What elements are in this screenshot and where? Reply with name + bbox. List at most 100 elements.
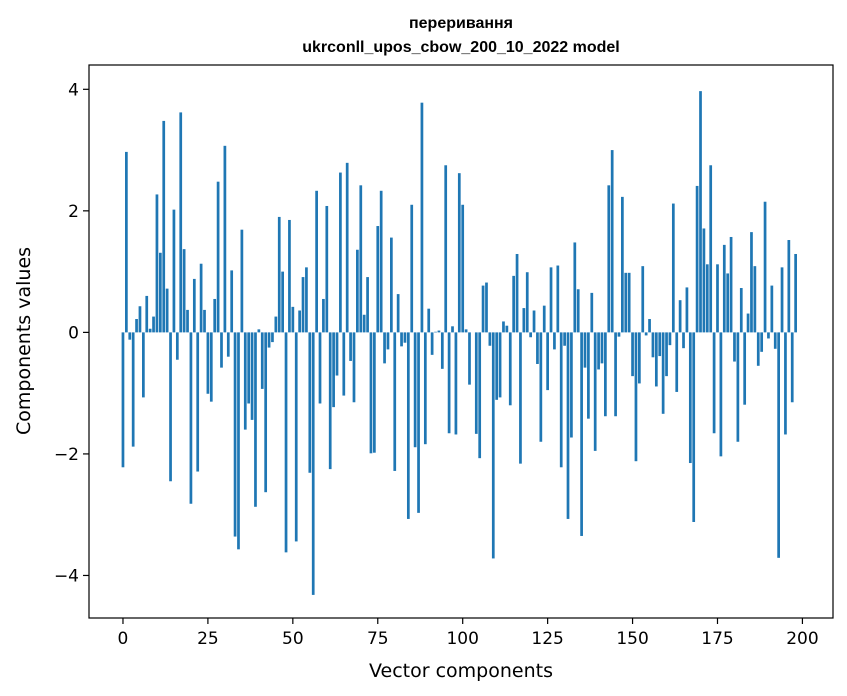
bar-component-166	[685, 287, 689, 333]
bar-component-155	[648, 319, 651, 333]
bar-component-87	[417, 332, 420, 513]
bar-component-191	[770, 285, 774, 333]
bar-component-97	[451, 326, 454, 333]
bar-component-16	[175, 332, 179, 360]
bar-component-154	[644, 332, 648, 336]
bar-component-156	[651, 332, 655, 358]
bar-component-188	[760, 332, 764, 352]
bar-component-65	[342, 332, 346, 396]
bar-component-47	[281, 271, 284, 333]
bar-component-136	[583, 332, 587, 368]
bar-component-189	[763, 201, 767, 333]
bar-component-2	[128, 332, 132, 340]
bar-component-180	[733, 332, 736, 362]
bar-component-168	[692, 332, 696, 522]
y-axis-ticks: −4 −2 0 2 4	[54, 80, 89, 586]
chart-title-line2: ukrconll_upos_cbow_200_10_2022 model	[302, 39, 619, 56]
bar-component-145	[614, 332, 617, 417]
bar-component-111	[498, 332, 502, 398]
bar-component-169	[695, 185, 699, 333]
x-tick-label: 100	[446, 629, 478, 649]
bar-component-30	[223, 145, 227, 333]
bar-component-66	[345, 162, 349, 333]
bar-component-91	[430, 332, 434, 355]
bar-component-175	[716, 264, 719, 333]
y-tick-label: 2	[68, 202, 79, 222]
bar-component-124	[542, 305, 546, 333]
bar-component-73	[369, 332, 373, 454]
bar-series	[121, 91, 797, 595]
bar-component-69	[356, 249, 359, 333]
bar-component-71	[362, 314, 366, 333]
bar-component-39	[254, 332, 257, 507]
bar-component-106	[481, 285, 485, 333]
bar-component-193	[777, 332, 780, 558]
bar-component-98	[454, 332, 458, 435]
bar-component-197	[790, 332, 794, 403]
bar-component-164	[678, 300, 682, 333]
bar-component-11	[158, 252, 162, 333]
bar-component-70	[359, 185, 363, 333]
bar-component-131	[566, 332, 570, 519]
bar-component-137	[587, 332, 590, 419]
bar-component-129	[559, 332, 563, 468]
bar-component-176	[719, 332, 723, 457]
bar-component-138	[590, 292, 594, 333]
bar-component-184	[746, 313, 750, 333]
bar-component-105	[478, 332, 482, 459]
bar-component-36	[243, 332, 247, 430]
bar-component-81	[396, 294, 400, 333]
bar-component-133	[573, 242, 577, 333]
bar-component-58	[318, 332, 322, 404]
bar-component-113	[505, 325, 509, 333]
bar-component-107	[485, 282, 488, 333]
bar-component-3	[131, 332, 135, 447]
bar-component-147	[621, 196, 624, 333]
bar-component-181	[736, 332, 740, 442]
bar-component-198	[794, 253, 797, 333]
bar-component-41	[260, 332, 264, 389]
bar-component-13	[165, 288, 169, 333]
bar-component-148	[624, 272, 628, 333]
bar-component-53	[301, 277, 305, 333]
bar-component-130	[563, 332, 566, 346]
bar-component-178	[726, 273, 730, 333]
bar-component-134	[576, 289, 580, 333]
bar-component-165	[682, 332, 685, 349]
bar-component-76	[379, 190, 383, 333]
bar-component-186	[753, 266, 757, 333]
bar-component-61	[328, 332, 332, 470]
bar-component-120	[529, 332, 532, 338]
bar-component-29	[220, 332, 223, 368]
bar-component-56	[311, 332, 315, 595]
bar-component-141	[600, 332, 604, 364]
bar-component-19	[186, 309, 189, 333]
bar-component-6	[142, 332, 145, 398]
bar-component-170	[699, 91, 702, 333]
y-axis-label: Components values	[13, 247, 35, 435]
bar-component-46	[277, 216, 281, 333]
bar-component-63	[335, 332, 339, 376]
bar-component-90	[427, 308, 431, 333]
bar-component-79	[390, 237, 393, 333]
bar-component-17	[179, 112, 183, 333]
x-tick-label: 150	[616, 629, 648, 649]
bar-component-42	[264, 332, 268, 493]
bar-component-100	[461, 204, 465, 333]
bar-component-21	[192, 278, 196, 333]
x-tick-label: 175	[701, 629, 733, 649]
bar-component-54	[305, 267, 308, 333]
bar-component-109	[491, 332, 495, 559]
bar-component-92	[434, 331, 437, 333]
bar-component-194	[780, 267, 784, 333]
bar-component-35	[240, 229, 244, 333]
bar-component-172	[705, 264, 709, 333]
bar-component-179	[729, 236, 733, 333]
bar-component-153	[641, 266, 645, 333]
bar-component-118	[522, 308, 526, 333]
bar-component-182	[739, 288, 743, 333]
bar-component-43	[267, 332, 271, 348]
bar-component-28	[216, 181, 220, 333]
bar-component-88	[420, 102, 424, 333]
bar-component-135	[580, 332, 583, 536]
